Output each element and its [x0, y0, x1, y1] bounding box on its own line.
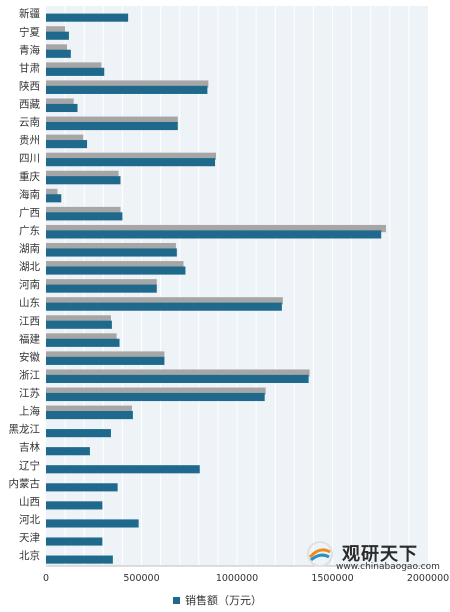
category-label: 西藏	[19, 99, 40, 111]
bar-辽宁	[46, 465, 200, 474]
bar-宁夏-grey	[46, 26, 66, 34]
category-label: 四川	[19, 153, 40, 165]
x-tick-label: 2000000	[407, 573, 449, 584]
watermark-logo: 观研天下 www.chinabaogao.com	[306, 540, 442, 576]
bar-云南	[46, 121, 178, 131]
category-label: 新疆	[19, 7, 40, 20]
category-label: 辽宁	[19, 459, 40, 472]
bar-贵州-grey	[46, 134, 84, 142]
bar-青海	[46, 49, 71, 58]
category-label: 福建	[19, 332, 40, 345]
bar-重庆	[46, 176, 121, 185]
bar-海南-grey	[46, 188, 58, 197]
x-tick-label: 1000000	[216, 573, 258, 584]
bar-福建	[46, 338, 120, 347]
bar-广西	[46, 212, 123, 221]
bar-内蒙古	[46, 483, 118, 492]
bar-江苏-grey	[46, 387, 266, 395]
bar-山西	[46, 501, 103, 510]
bar-湖南-grey	[46, 243, 176, 251]
bar-甘肃-grey	[46, 62, 102, 70]
bar-上海	[46, 411, 133, 420]
category-label: 内蒙古	[9, 477, 41, 490]
category-label: 重庆	[19, 170, 40, 183]
category-label: 贵州	[19, 134, 40, 147]
logo-icon	[307, 541, 333, 567]
bar-新疆	[46, 13, 129, 22]
bar-宁夏	[46, 31, 69, 40]
category-label: 山东	[19, 296, 40, 309]
category-label: 甘肃	[19, 61, 40, 74]
bar-山东-grey	[46, 297, 283, 305]
bar-吉林	[46, 447, 90, 456]
logo-url: www.chinabaogao.com	[336, 562, 440, 572]
bar-广西-grey	[46, 206, 121, 215]
category-label: 安徽	[19, 350, 40, 363]
bar-浙江	[46, 374, 309, 384]
bar-河南	[46, 284, 157, 293]
legend-label: 销售额（万元）	[185, 594, 262, 607]
category-label: 山西	[19, 496, 40, 508]
bar-上海-grey	[46, 405, 132, 413]
x-tick-label: 0	[43, 573, 49, 584]
bar-湖北-grey	[46, 261, 184, 269]
logo-name: 观研天下	[342, 544, 418, 565]
bar-广东-grey	[46, 224, 386, 233]
bar-重庆-grey	[46, 170, 119, 178]
category-label: 广西	[19, 207, 40, 219]
bar-西藏	[46, 103, 78, 113]
bar-青海-grey	[46, 44, 68, 52]
bar-福建-grey	[46, 333, 117, 341]
x-tick-label: 1500000	[311, 573, 353, 584]
category-label: 宁夏	[19, 25, 40, 38]
bar-北京	[46, 555, 113, 564]
bar-黑龙江	[46, 429, 111, 438]
category-label: 广东	[19, 224, 40, 237]
category-label: 黑龙江	[9, 423, 41, 436]
category-label: 北京	[19, 549, 40, 562]
legend-swatch	[173, 596, 180, 604]
x-tick-label: 500000	[123, 573, 159, 584]
bar-湖北	[46, 266, 186, 275]
bar-河北	[46, 519, 139, 528]
bar-甘肃	[46, 67, 105, 76]
category-label: 云南	[19, 116, 40, 129]
category-label: 江西	[19, 315, 40, 327]
bar-天津	[46, 537, 103, 546]
category-label: 江苏	[19, 387, 40, 400]
category-label: 河北	[19, 514, 40, 526]
bar-江苏	[46, 392, 265, 402]
bar-云南-grey	[46, 116, 178, 124]
bar-江西-grey	[46, 315, 111, 323]
bar-江西	[46, 320, 112, 329]
bar-安徽-grey	[46, 351, 165, 359]
bar-海南	[46, 194, 62, 203]
bar-浙江-grey	[46, 369, 310, 377]
bar-西藏-grey	[46, 98, 74, 106]
category-label: 浙江	[19, 369, 40, 381]
bar-广东	[46, 230, 382, 239]
category-label: 陕西	[19, 79, 40, 92]
category-label: 吉林	[19, 441, 40, 454]
category-label: 河南	[19, 278, 40, 291]
bar-陕西-grey	[46, 80, 209, 88]
legend: 销售额（万元）	[173, 592, 262, 608]
category-label: 天津	[19, 532, 40, 544]
category-label: 海南	[19, 188, 40, 201]
category-label: 湖北	[19, 261, 40, 273]
bar-湖南	[46, 248, 177, 257]
bar-四川	[46, 158, 216, 167]
bar-贵州	[46, 140, 88, 149]
category-label: 青海	[19, 43, 40, 56]
bar-四川-grey	[46, 152, 216, 160]
bar-河南-grey	[46, 279, 157, 287]
bar-山东	[46, 302, 282, 311]
bar-安徽	[46, 356, 165, 365]
category-label: 湖南	[19, 242, 40, 255]
category-label: 上海	[19, 405, 40, 418]
bar-陕西	[46, 85, 208, 94]
